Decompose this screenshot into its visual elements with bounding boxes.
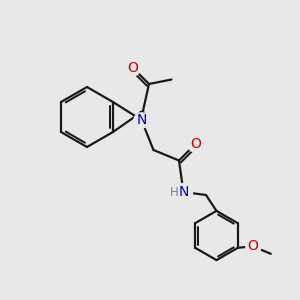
- Text: O: O: [247, 239, 258, 253]
- Text: N: N: [136, 113, 147, 127]
- Text: H: H: [169, 186, 178, 199]
- Text: O: O: [190, 137, 201, 151]
- Text: O: O: [127, 61, 138, 74]
- Text: N: N: [178, 185, 189, 199]
